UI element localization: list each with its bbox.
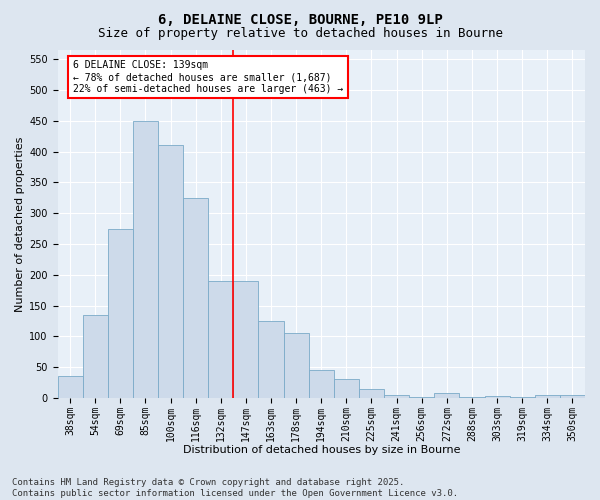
Bar bbox=[284, 334, 308, 398]
Bar bbox=[485, 396, 509, 398]
Bar bbox=[308, 370, 334, 398]
Bar bbox=[183, 198, 208, 398]
Bar bbox=[460, 396, 485, 398]
Text: Contains HM Land Registry data © Crown copyright and database right 2025.
Contai: Contains HM Land Registry data © Crown c… bbox=[12, 478, 458, 498]
Bar bbox=[158, 146, 183, 398]
Bar bbox=[58, 376, 83, 398]
Bar bbox=[535, 395, 560, 398]
Text: 6, DELAINE CLOSE, BOURNE, PE10 9LP: 6, DELAINE CLOSE, BOURNE, PE10 9LP bbox=[158, 12, 442, 26]
Bar bbox=[108, 228, 133, 398]
Bar bbox=[133, 121, 158, 398]
Text: Size of property relative to detached houses in Bourne: Size of property relative to detached ho… bbox=[97, 28, 503, 40]
Bar bbox=[83, 315, 108, 398]
Bar bbox=[259, 321, 284, 398]
Bar bbox=[560, 396, 585, 398]
Text: 6 DELAINE CLOSE: 139sqm
← 78% of detached houses are smaller (1,687)
22% of semi: 6 DELAINE CLOSE: 139sqm ← 78% of detache… bbox=[73, 60, 344, 94]
Bar bbox=[208, 281, 233, 398]
Bar bbox=[334, 380, 359, 398]
Bar bbox=[359, 388, 384, 398]
X-axis label: Distribution of detached houses by size in Bourne: Distribution of detached houses by size … bbox=[182, 445, 460, 455]
Bar bbox=[384, 395, 409, 398]
Bar bbox=[233, 281, 259, 398]
Bar bbox=[434, 393, 460, 398]
Y-axis label: Number of detached properties: Number of detached properties bbox=[15, 136, 25, 312]
Bar bbox=[409, 396, 434, 398]
Bar bbox=[509, 396, 535, 398]
